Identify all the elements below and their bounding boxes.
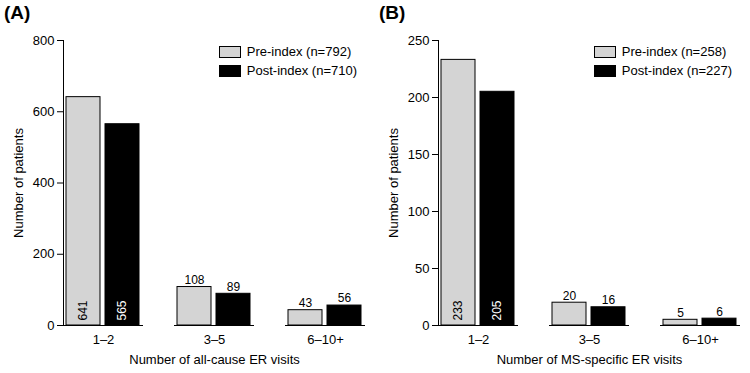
svg-text:3–5: 3–5 <box>579 332 601 347</box>
svg-text:200: 200 <box>408 90 430 105</box>
svg-text:Number of MS-specific ER visit: Number of MS-specific ER visits <box>497 352 683 367</box>
svg-text:16: 16 <box>602 293 616 307</box>
html-text:Pre-index (n=258): Pre-index (n=258) <box>621 44 727 59</box>
svg-text:641: 641 <box>76 300 90 320</box>
svg-text:100: 100 <box>408 204 430 219</box>
svg-text:1–2: 1–2 <box>468 332 490 347</box>
svg-text:6: 6 <box>716 305 723 319</box>
svg-text:250: 250 <box>408 33 430 48</box>
svg-text:200: 200 <box>33 246 55 261</box>
html-text:(B): (B) <box>379 2 406 23</box>
svg-text:20: 20 <box>563 289 577 303</box>
html-text:Post-index (n=710): Post-index (n=710) <box>246 63 357 78</box>
svg-text:1–2: 1–2 <box>93 332 115 347</box>
svg-text:565: 565 <box>115 300 129 320</box>
svg-text:Number of all-cause ER visits: Number of all-cause ER visits <box>129 352 300 367</box>
html-text:Post-index (n=227): Post-index (n=227) <box>621 63 732 78</box>
svg-text:600: 600 <box>33 104 55 119</box>
svg-text:6–10+: 6–10+ <box>682 332 719 347</box>
svg-text:6–10+: 6–10+ <box>307 332 344 347</box>
svg-text:5: 5 <box>677 306 684 320</box>
svg-text:0: 0 <box>422 318 429 333</box>
svg-text:108: 108 <box>184 273 204 287</box>
html-text:(A): (A) <box>4 2 31 23</box>
svg-text:0: 0 <box>47 318 54 333</box>
svg-text:50: 50 <box>415 261 429 276</box>
html-text:Pre-index (n=792): Pre-index (n=792) <box>246 44 352 59</box>
svg-text:233: 233 <box>451 300 465 320</box>
svg-text:89: 89 <box>227 280 241 294</box>
svg-text:Number of patients: Number of patients <box>11 128 26 238</box>
svg-text:400: 400 <box>33 175 55 190</box>
svg-text:43: 43 <box>299 296 313 310</box>
svg-text:3–5: 3–5 <box>204 332 226 347</box>
svg-text:800: 800 <box>33 33 55 48</box>
svg-text:Number of patients: Number of patients <box>386 128 401 238</box>
svg-text:150: 150 <box>408 147 430 162</box>
svg-text:56: 56 <box>338 291 352 305</box>
svg-text:205: 205 <box>490 300 504 320</box>
